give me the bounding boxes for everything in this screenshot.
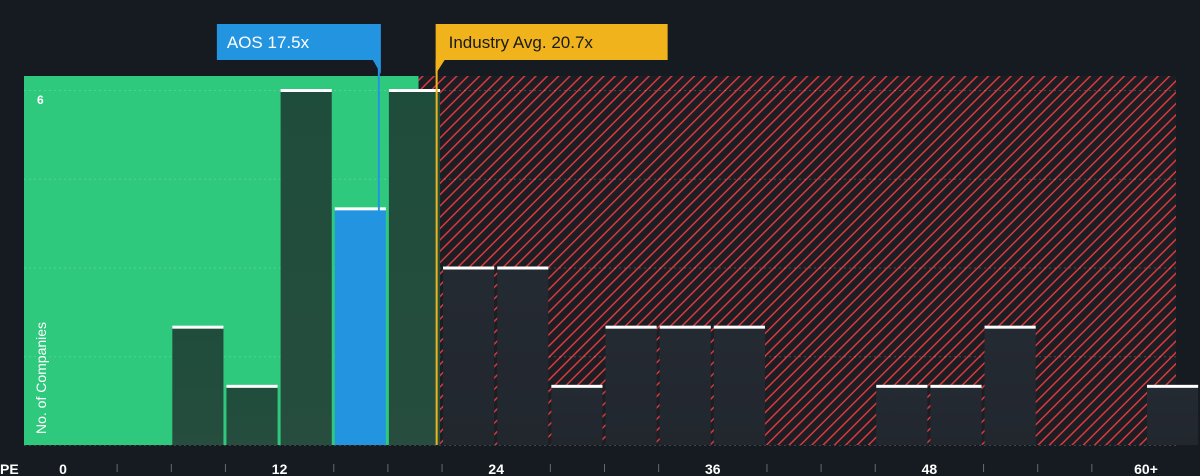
histogram-bar [984, 326, 1036, 445]
x-tick-label: 24 [488, 461, 504, 476]
bar-top-cap [659, 325, 711, 329]
reference-lines [377, 60, 438, 445]
histogram-bar [388, 90, 441, 445]
y-tick-label: 6 [37, 93, 44, 107]
gridlines [24, 90, 1176, 446]
industry-callout-box [435, 24, 668, 60]
bar-top-cap [551, 384, 603, 388]
x-axis-label: PE [0, 461, 19, 476]
bar-top-cap [876, 384, 928, 388]
bars [172, 89, 1199, 445]
histogram-bar [280, 90, 332, 445]
histogram-bar [1147, 385, 1199, 445]
company-callout-label: AOS 17.5x [227, 33, 310, 52]
x-tick-label: 0 [59, 461, 67, 476]
x-tick-label: 48 [922, 461, 938, 476]
bar-top-cap [605, 325, 657, 329]
callouts: AOS 17.5x Industry Avg. 20.7x [216, 24, 668, 74]
bar-top-cap [334, 207, 386, 211]
industry-callout-label: Industry Avg. 20.7x [449, 33, 594, 52]
bar-top-cap [443, 266, 495, 270]
histogram-bar [334, 208, 386, 445]
bar-top-cap [497, 266, 549, 270]
bar-top-cap [388, 89, 441, 92]
bar-top-cap [984, 325, 1036, 329]
bar-top-cap [930, 384, 982, 388]
y-axis-label: No. of Companies [33, 322, 49, 434]
axes: PE 0 12 24 36 48 60+ 6 No. of Companies [0, 93, 1158, 476]
histogram-bar [172, 326, 224, 445]
histogram-bar [659, 326, 711, 445]
histogram-bar [497, 267, 549, 445]
bar-top-cap [280, 89, 332, 92]
x-tick-label: 12 [272, 461, 288, 476]
company-callout-pointer [372, 60, 381, 74]
histogram-bar [930, 385, 982, 445]
company-callout-box [216, 24, 381, 60]
x-tick-label: 60+ [1134, 461, 1158, 476]
histogram-bar [226, 385, 278, 445]
bar-top-cap [713, 325, 765, 329]
bar-top-cap [1147, 384, 1199, 388]
bar-top-cap [226, 384, 278, 388]
histogram-bar [713, 326, 765, 445]
histogram-bar [551, 385, 603, 445]
x-tick-label: 36 [705, 461, 721, 476]
histogram-bar [443, 267, 495, 445]
industry-callout-pointer [435, 60, 445, 74]
bar-top-cap [172, 325, 224, 329]
histogram-bar [605, 326, 657, 445]
histogram-bar [876, 385, 928, 445]
